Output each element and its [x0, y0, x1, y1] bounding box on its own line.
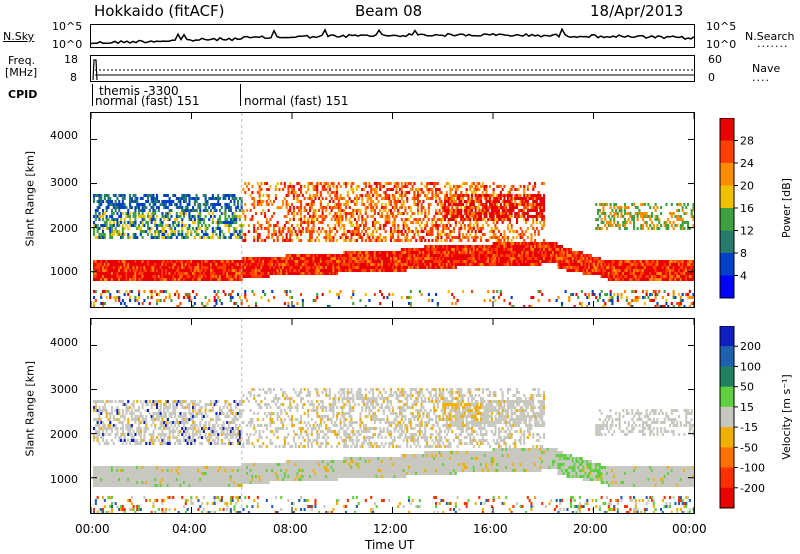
xtick-0800: 08:00 — [273, 522, 308, 536]
colorbar-swatch — [720, 467, 734, 489]
cpid-entry-normal-1: normal (fast) 151 — [95, 94, 200, 108]
colorbar-swatch — [720, 230, 734, 254]
colorbar-swatch — [720, 447, 734, 469]
colorbar-tick: 8 — [740, 247, 747, 260]
vel-ytick-3000: 3000 — [50, 383, 78, 396]
nsky-trace — [90, 27, 695, 45]
colorbar-swatch — [720, 326, 734, 347]
colorbar-swatch — [720, 406, 734, 428]
cpid-marker-2 — [240, 84, 241, 106]
power-ytick-3000: 3000 — [50, 176, 78, 189]
power-heatmap — [90, 113, 695, 308]
cpid-marker-1 — [92, 84, 93, 106]
xtick-0400: 04:00 — [172, 522, 207, 536]
beam-title: Beam 08 — [355, 2, 423, 20]
xtick-2000: 20:00 — [573, 522, 608, 536]
cpid-label: CPID — [8, 88, 38, 101]
power-colorbar: 28 24 20 16 12 8 4 Power [dB] — [719, 118, 793, 299]
colorbar-tick: 100 — [740, 360, 761, 373]
colorbar-swatch — [720, 427, 734, 448]
power-ytick-4000: 4000 — [50, 129, 78, 142]
colorbar-swatch — [720, 208, 734, 231]
power-plot — [90, 112, 695, 308]
freq-label-2: [MHz] — [5, 66, 38, 79]
nsearch-tick-top: 10^5 — [706, 20, 737, 33]
colorbar-label: Power [dB] — [780, 178, 793, 238]
cpid-entry-themis: themis -3300 — [99, 84, 179, 98]
colorbar-swatch — [720, 487, 734, 509]
xtick-1600: 16:00 — [473, 522, 508, 536]
power-ylabel: Slant Range [km] — [23, 150, 37, 247]
velocity-ylabel: Slant Range [km] — [23, 360, 37, 457]
colorbar-tick: 4 — [740, 270, 747, 283]
vel-ytick-2000: 2000 — [50, 428, 78, 441]
colorbar-swatch — [720, 386, 734, 408]
freq-tick-top: 18 — [64, 53, 78, 66]
colorbar-tick: 24 — [740, 157, 754, 170]
colorbar-tick: 50 — [740, 381, 754, 394]
xtick-1200: 12:00 — [373, 522, 408, 536]
xtick-0000: 00:00 — [75, 522, 110, 536]
nsky-panel — [90, 24, 695, 48]
velocity-plot — [90, 318, 695, 514]
colorbar-swatch — [720, 140, 734, 164]
velocity-colorbar: 200 100 50 15 -15 -50 -100 -200 Velocity [m s⁻¹] — [719, 326, 793, 509]
colorbar-tick: 20 — [740, 180, 754, 193]
nave-label: Nave — [752, 62, 781, 75]
xtick-0000-end: 00:00 — [672, 522, 707, 536]
vel-ytick-4000: 4000 — [50, 336, 78, 349]
freq-trace — [92, 59, 694, 81]
colorbar-swatch — [720, 185, 734, 209]
colorbar-tick: -100 — [740, 462, 765, 475]
date-title: 18/Apr/2013 — [590, 2, 684, 20]
nsky-tick-bottom: 10^0 — [52, 38, 83, 51]
colorbar-swatch — [720, 118, 734, 141]
colorbar-label: Velocity [m s⁻¹] — [780, 374, 793, 459]
colorbar-swatch — [720, 253, 734, 276]
nsearch-dots: ······· — [757, 40, 789, 53]
colorbar-tick: 28 — [740, 135, 754, 148]
nsky-tick-top: 10^5 — [52, 20, 83, 33]
velocity-heatmap — [90, 319, 695, 514]
nsearch-tick-bottom: 10^0 — [706, 38, 737, 51]
nsky-label: N.Sky — [3, 30, 35, 43]
colorbar-tick: 16 — [740, 202, 754, 215]
colorbar-tick: -50 — [740, 441, 758, 454]
colorbar-swatch — [720, 163, 734, 186]
freq-tick-bottom: 8 — [70, 71, 77, 84]
colorbar-swatch — [720, 346, 734, 367]
vel-ytick-1000: 1000 — [50, 473, 78, 486]
xaxis-label: Time UT — [365, 538, 415, 552]
cpid-entry-normal-2: normal (fast) 151 — [244, 94, 349, 108]
colorbar-swatch — [720, 275, 734, 299]
power-ytick-2000: 2000 — [50, 222, 78, 235]
power-ytick-1000: 1000 — [50, 265, 78, 278]
nsearch-label: N.Search — [745, 30, 795, 43]
station-title: Hokkaido (fitACF) — [94, 2, 225, 20]
colorbar-tick: -15 — [740, 421, 758, 434]
colorbar-tick: -200 — [740, 482, 765, 495]
colorbar-tick: 200 — [740, 340, 761, 353]
nave-tick-bottom: 0 — [708, 71, 715, 84]
colorbar-tick: 15 — [740, 401, 754, 414]
colorbar-tick: 12 — [740, 225, 754, 238]
freq-panel — [90, 55, 695, 82]
freq-label-1: Freq. — [8, 54, 36, 67]
nave-dots: ···· — [752, 74, 770, 87]
colorbar-swatch — [720, 366, 734, 388]
nave-tick-top: 60 — [708, 53, 722, 66]
